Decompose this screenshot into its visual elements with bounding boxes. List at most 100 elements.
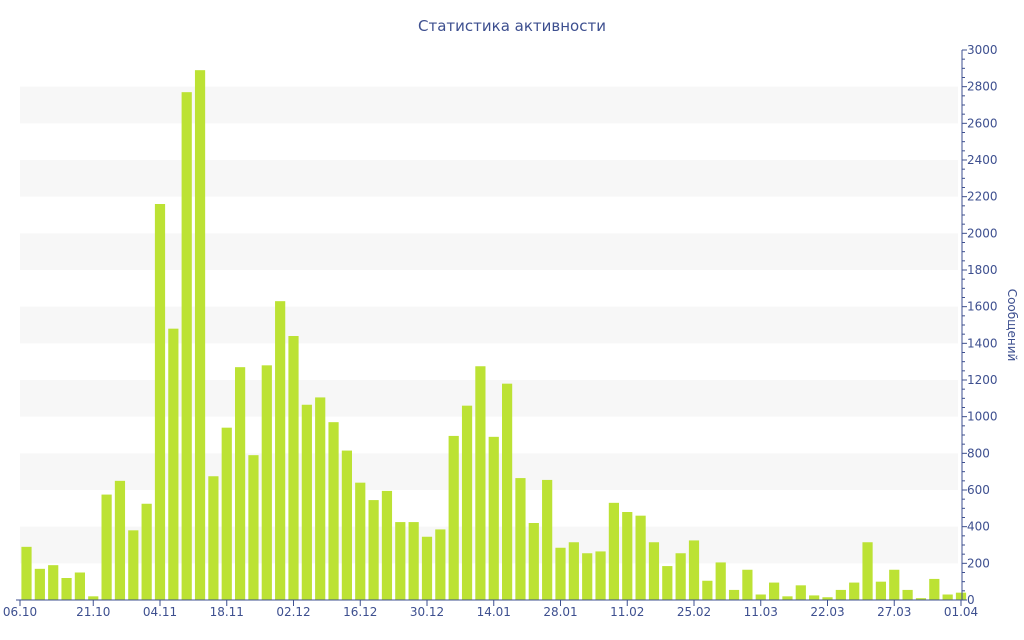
bar[interactable]: [221, 427, 232, 600]
y-tick-label: 0: [967, 593, 975, 607]
bar[interactable]: [795, 585, 806, 600]
bar[interactable]: [208, 476, 219, 600]
bar[interactable]: [328, 422, 339, 600]
bars-group: [21, 70, 967, 601]
bar[interactable]: [568, 542, 579, 600]
bar[interactable]: [662, 566, 673, 600]
x-tick-label: 11.02: [610, 605, 644, 619]
bar[interactable]: [368, 500, 379, 600]
bar[interactable]: [849, 582, 860, 600]
grid-band: [20, 233, 958, 270]
bar[interactable]: [915, 598, 927, 600]
x-tick-label: 18.11: [210, 605, 244, 619]
y-tick-label: 2400: [967, 153, 998, 167]
bar[interactable]: [542, 479, 553, 600]
bar[interactable]: [809, 595, 820, 600]
bar[interactable]: [435, 529, 446, 600]
bar[interactable]: [448, 435, 459, 600]
y-tick-label: 800: [967, 446, 990, 460]
bar[interactable]: [755, 594, 766, 601]
bar[interactable]: [528, 523, 539, 600]
bar[interactable]: [782, 596, 793, 600]
bar[interactable]: [769, 582, 780, 600]
bar[interactable]: [955, 592, 967, 600]
bar[interactable]: [34, 568, 45, 600]
bar[interactable]: [648, 542, 660, 600]
bar[interactable]: [688, 540, 700, 600]
x-tick-label: 27.03: [877, 605, 911, 619]
y-tick-label: 2800: [967, 80, 998, 94]
bar[interactable]: [301, 404, 312, 600]
bar[interactable]: [128, 530, 139, 600]
bar[interactable]: [154, 204, 166, 600]
bar[interactable]: [902, 589, 913, 600]
bar[interactable]: [675, 553, 686, 600]
bar[interactable]: [488, 436, 499, 600]
bar[interactable]: [88, 596, 99, 600]
bar[interactable]: [715, 562, 726, 600]
bar[interactable]: [408, 522, 419, 600]
bar[interactable]: [181, 92, 192, 601]
bar[interactable]: [502, 383, 513, 600]
bar[interactable]: [421, 536, 433, 600]
y-tick-label: 2200: [967, 190, 998, 204]
bar[interactable]: [141, 503, 152, 600]
bar[interactable]: [875, 581, 886, 600]
bar[interactable]: [288, 336, 299, 600]
bar[interactable]: [248, 455, 259, 600]
bar[interactable]: [194, 70, 206, 601]
x-tick-label: 04.11: [143, 605, 177, 619]
bar[interactable]: [355, 482, 366, 600]
chart-title: Статистика активности: [418, 17, 606, 35]
x-tick-label: 06.10: [3, 605, 37, 619]
bar[interactable]: [929, 578, 940, 600]
bar[interactable]: [702, 580, 713, 600]
y-tick-label: 3000: [967, 43, 998, 57]
bar[interactable]: [942, 594, 953, 601]
bar[interactable]: [635, 515, 646, 600]
bar[interactable]: [381, 490, 393, 600]
bar[interactable]: [275, 301, 286, 600]
bar[interactable]: [728, 589, 740, 600]
bar[interactable]: [555, 547, 566, 600]
bar[interactable]: [101, 494, 112, 600]
y-tick-label: 1800: [967, 263, 998, 277]
x-tick-label: 16.12: [343, 605, 377, 619]
bar[interactable]: [168, 328, 179, 600]
bar[interactable]: [21, 546, 32, 600]
bar[interactable]: [114, 480, 126, 600]
bar[interactable]: [261, 365, 272, 600]
bar[interactable]: [862, 542, 873, 600]
bar[interactable]: [595, 551, 606, 600]
y-tick-label: 2600: [967, 116, 998, 130]
y-tick-label: 400: [967, 520, 990, 534]
y-tick-label: 1600: [967, 300, 998, 314]
bar[interactable]: [622, 512, 633, 600]
y-tick-label: 600: [967, 483, 990, 497]
bar[interactable]: [582, 553, 593, 600]
bar[interactable]: [822, 597, 833, 600]
x-tick-label: 01.04: [944, 605, 978, 619]
x-tick-label: 25.02: [677, 605, 711, 619]
y-tick-label: 1000: [967, 410, 998, 424]
bar[interactable]: [315, 397, 326, 600]
bar[interactable]: [475, 366, 486, 600]
bar[interactable]: [395, 522, 406, 600]
y-axis: 0 200 400 600 800 1000 1200 1400 1600 1800 2000 220…: [961, 43, 998, 607]
x-tick-label: 28.01: [543, 605, 577, 619]
bar[interactable]: [341, 450, 352, 600]
bar[interactable]: [61, 578, 72, 600]
y-tick-label: 1200: [967, 373, 998, 387]
y-tick-label: 2000: [967, 226, 998, 240]
bar[interactable]: [515, 478, 526, 600]
bar[interactable]: [48, 565, 59, 600]
bar[interactable]: [461, 405, 473, 600]
bar[interactable]: [889, 569, 900, 600]
bar[interactable]: [835, 589, 846, 600]
x-tick-label: 14.01: [477, 605, 511, 619]
bar[interactable]: [74, 572, 85, 601]
bar[interactable]: [235, 367, 246, 600]
bar[interactable]: [742, 569, 753, 600]
bar[interactable]: [608, 502, 619, 600]
